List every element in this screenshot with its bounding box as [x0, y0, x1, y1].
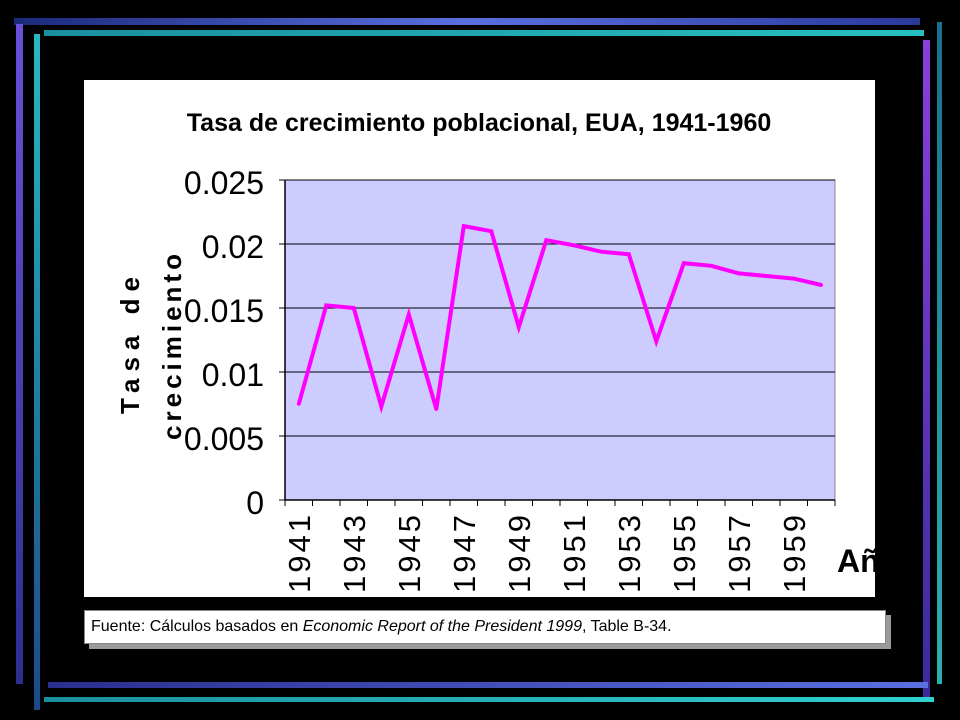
data-point [764, 274, 769, 278]
source-title: Economic Report of the President 1999 [302, 618, 582, 635]
frame-top-teal-bar [44, 30, 924, 36]
data-point [791, 276, 796, 281]
data-point [544, 238, 549, 242]
data-point [296, 402, 301, 406]
x-tick-label: 1957 [722, 512, 757, 593]
frame-bottom-teal-bar [44, 697, 934, 702]
y-tick-label: 0.01 [202, 357, 264, 393]
x-tick-label: 1947 [447, 512, 482, 593]
y-axis-label-line2: crecimiento [157, 250, 187, 440]
y-tick-label: 0.025 [184, 165, 264, 201]
x-tick-label: 1953 [612, 512, 647, 593]
source-note: Fuente: Cálculos basados en Economic Rep… [84, 610, 886, 644]
series-line [296, 223, 822, 414]
grid-lines [285, 179, 835, 437]
axes [279, 179, 836, 506]
x-axis-label: Año [837, 543, 875, 579]
frame-top-bar [14, 18, 920, 25]
frame-left-bar [16, 24, 23, 684]
x-tick-label: 1959 [777, 512, 812, 593]
data-point [681, 261, 686, 265]
y-tick-label: 0.005 [184, 421, 264, 457]
data-point [434, 407, 439, 411]
x-tick-label: 1951 [557, 512, 592, 593]
y-tick-label: 0 [246, 485, 264, 521]
frame-left-teal-bar [34, 34, 40, 710]
data-point [654, 339, 659, 344]
x-tick-label: 1955 [667, 512, 702, 593]
plot-area [284, 179, 836, 501]
data-point [709, 263, 714, 268]
y-tick-labels: 0 0.005 0.01 0.015 0.02 0.025 [184, 165, 264, 521]
chart-panel: Tasa de crecimiento poblacional, EUA, 19… [84, 80, 875, 597]
data-point [599, 249, 604, 254]
source-suffix: , Table B-34. [581, 618, 672, 635]
data-point [516, 325, 521, 329]
data-point [379, 404, 384, 409]
frame-right-bar [923, 40, 930, 700]
data-point [736, 271, 741, 276]
y-axis-label-line1: Tasa de [115, 270, 145, 414]
data-point [406, 312, 411, 317]
chart-title: Tasa de crecimiento poblacional, EUA, 19… [187, 109, 772, 137]
x-tick-labels: 1941 1943 1945 1947 1949 1951 1953 1955 1957 1959 [282, 512, 812, 593]
x-tick-label: 1941 [282, 512, 317, 593]
data-point [461, 224, 466, 228]
data-point [571, 243, 576, 248]
y-tick-label: 0.015 [184, 293, 264, 329]
data-point [819, 283, 824, 287]
data-point [351, 306, 356, 310]
data-point [324, 303, 329, 308]
series-layer [296, 223, 824, 414]
y-tick-label: 0.02 [202, 229, 264, 265]
x-tick-label: 1943 [337, 512, 372, 593]
data-point [489, 229, 494, 233]
x-tick-label: 1949 [502, 512, 537, 593]
chart: Tasa de crecimiento poblacional, EUA, 19… [115, 109, 875, 593]
source-prefix: Fuente: Cálculos basados en [91, 618, 303, 635]
frame-right-teal-bar [937, 22, 942, 684]
frame-bottom-bar [48, 682, 928, 688]
data-point [626, 252, 631, 257]
x-tick-label: 1945 [392, 512, 427, 593]
